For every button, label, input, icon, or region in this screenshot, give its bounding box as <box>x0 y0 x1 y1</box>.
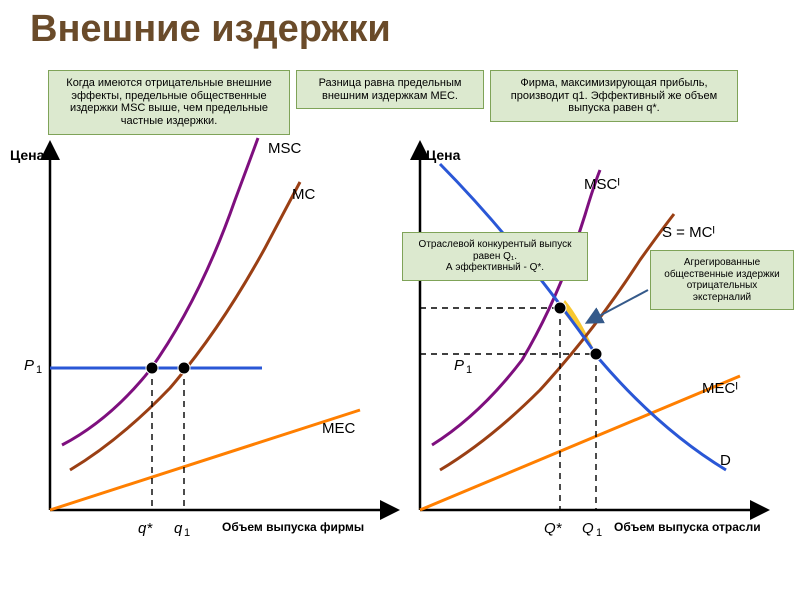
data-point <box>178 362 190 374</box>
callout-c3: Фирма, максимизирующая прибыль, производ… <box>490 70 738 122</box>
callout-c5: Агрегированные общественные издержки отр… <box>650 250 794 310</box>
label-P1_l: P <box>24 357 34 374</box>
label-MECI: MECᴵ <box>702 380 738 397</box>
callout-c1: Когда имеются отрицательные внешние эффе… <box>48 70 290 135</box>
label-D_r: D <box>720 452 731 469</box>
right-demand-curve <box>440 164 726 470</box>
left-mec-line <box>50 410 360 510</box>
label-SMCI: S = MCᴵ <box>662 224 715 241</box>
data-point <box>590 348 602 360</box>
label-price_r: Цена <box>426 147 460 163</box>
slide-title: Внешние издержки <box>30 8 391 51</box>
label-MSCI: MSCᴵ <box>584 176 620 193</box>
label-q1: q <box>174 520 182 537</box>
callout-c4: Отраслевой конкурентый выпуск равен Q₁. … <box>402 232 588 281</box>
label-q1sub: 1 <box>184 527 190 539</box>
left-mc-curve <box>70 182 300 470</box>
label-price_l: Цена <box>10 147 44 163</box>
right-meci-line <box>420 376 740 510</box>
label-xlab_l: Объем выпуска фирмы <box>222 520 364 534</box>
callout-c2: Разница равна предельным внешним издержк… <box>296 70 484 109</box>
label-Q1sub: 1 <box>596 527 602 539</box>
label-MSC_l: MSC <box>268 140 301 157</box>
label-P1_lsub: 1 <box>36 364 42 376</box>
label-Qstar: Q* <box>544 520 562 537</box>
data-point <box>554 302 566 314</box>
label-MC_l: MC <box>292 186 315 203</box>
label-MEC_l: MEC <box>322 420 355 437</box>
data-point <box>146 362 158 374</box>
label-P1_rsub: 1 <box>466 364 472 376</box>
label-P1_r: P <box>454 357 464 374</box>
label-Q1: Q <box>582 520 594 537</box>
label-xlab_r: Объем выпуска отрасли <box>614 520 761 534</box>
label-qstar: q* <box>138 520 152 537</box>
